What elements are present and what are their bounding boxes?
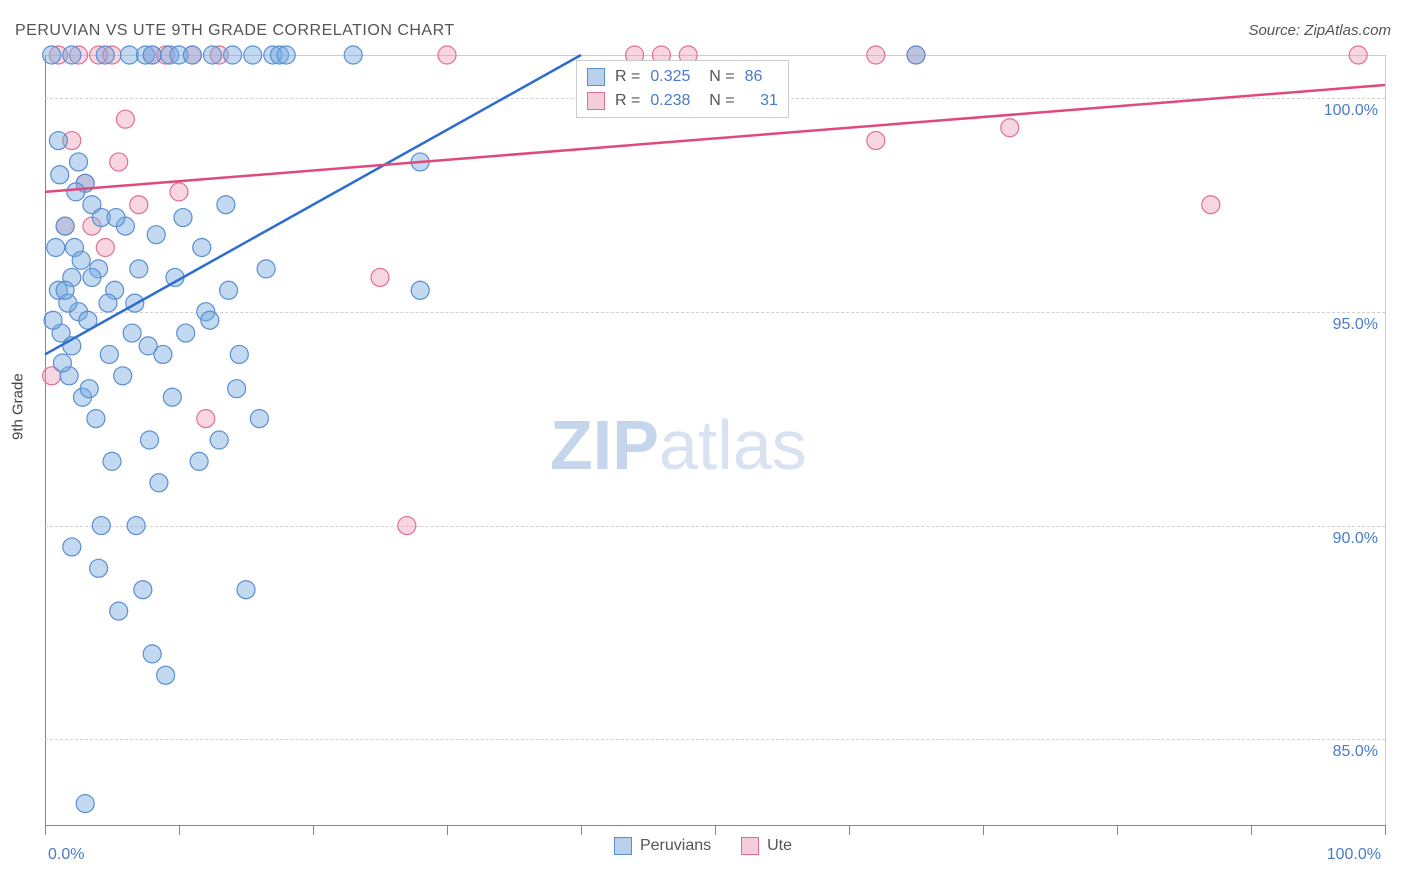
source-attribution: Source: ZipAtlas.com [1248, 22, 1391, 39]
info-row-ute: R = 0.238 N = 31 [587, 89, 778, 113]
chart-title: PERUVIAN VS UTE 9TH GRADE CORRELATION CH… [15, 22, 455, 40]
correlation-info-box: R = 0.325 N = 86 R = 0.238 N = 31 [576, 60, 789, 118]
info-swatch-ute [587, 92, 605, 110]
legend: Peruvians Ute [0, 837, 1406, 855]
y-axis-label: 9th Grade [10, 373, 27, 440]
legend-swatch-ute [741, 837, 759, 855]
legend-item-ute: Ute [741, 837, 792, 855]
legend-item-peruvians: Peruvians [614, 837, 711, 855]
info-row-peruvians: R = 0.325 N = 86 [587, 65, 778, 89]
legend-swatch-peruvians [614, 837, 632, 855]
chart-svg [45, 55, 1385, 825]
info-swatch-peruvians [587, 68, 605, 86]
